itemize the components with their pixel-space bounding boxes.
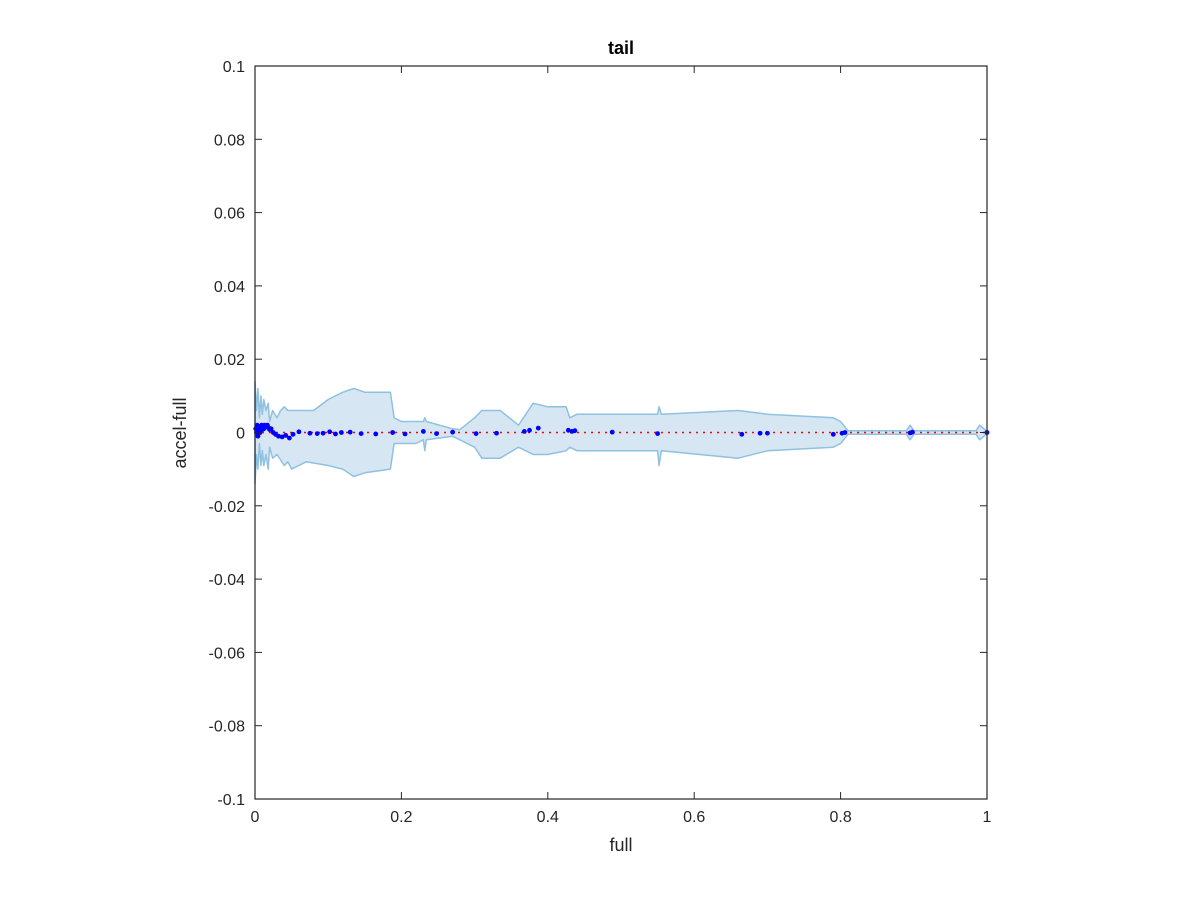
data-point (473, 431, 479, 436)
data-point (290, 431, 296, 437)
data-point (450, 429, 456, 435)
y-tick-label: 0.1 (223, 59, 245, 76)
data-point (283, 433, 289, 438)
data-point (373, 431, 379, 437)
data-point (255, 433, 261, 439)
y-tick-label: -0.04 (209, 572, 246, 589)
data-point (434, 431, 439, 436)
y-tick-label: -0.02 (209, 499, 246, 516)
data-point (572, 428, 578, 434)
data-point (535, 425, 541, 431)
x-tick-label: 0.6 (683, 809, 705, 826)
y-tick-label: 0 (236, 426, 245, 443)
data-point (279, 434, 285, 440)
data-point (276, 433, 281, 439)
y-tick-label: -0.06 (209, 645, 246, 662)
data-point (320, 430, 326, 436)
data-point (347, 429, 353, 435)
chart-title: tail (608, 38, 634, 58)
x-tick-label: 0 (251, 809, 260, 826)
data-point (765, 430, 770, 436)
data-point (314, 431, 320, 436)
x-tick-label: 0.8 (829, 809, 851, 826)
data-point (609, 429, 615, 435)
data-point (338, 430, 344, 435)
y-tick-label: 0.06 (214, 206, 245, 223)
data-point (739, 431, 745, 437)
data-point (655, 431, 660, 436)
data-point (296, 429, 302, 435)
x-tick-label: 0.2 (390, 809, 412, 826)
data-point (287, 435, 292, 441)
data-point (521, 429, 527, 434)
y-axis-label: accel-full (170, 397, 190, 468)
data-point (565, 427, 571, 433)
data-point (494, 430, 499, 436)
data-point (909, 429, 915, 435)
x-tick-label: 0.4 (537, 809, 559, 826)
x-tick-label: 1 (983, 809, 992, 826)
y-tick-label: 0.08 (214, 132, 245, 149)
y-tick-label: -0.08 (209, 719, 246, 736)
data-point (420, 429, 426, 434)
data-point (307, 430, 313, 436)
data-point (268, 426, 274, 432)
data-point (842, 430, 848, 435)
data-point (390, 430, 396, 435)
plot-area: 0 0.2 0.4 0.6 0.8 1 0.1 0.08 0.06 0.04 0.02 0 -0.02 -… (209, 59, 992, 826)
data-point (327, 429, 333, 435)
data-point (402, 431, 408, 437)
data-point (333, 431, 338, 437)
y-tick-label: -0.1 (217, 792, 245, 809)
x-axis-label: full (609, 835, 632, 855)
y-tick-label: 0.04 (214, 279, 245, 296)
data-point (527, 427, 532, 433)
data-point (358, 431, 364, 436)
data-point (757, 430, 763, 436)
data-point (830, 431, 836, 437)
y-tick-label: 0.02 (214, 352, 245, 369)
